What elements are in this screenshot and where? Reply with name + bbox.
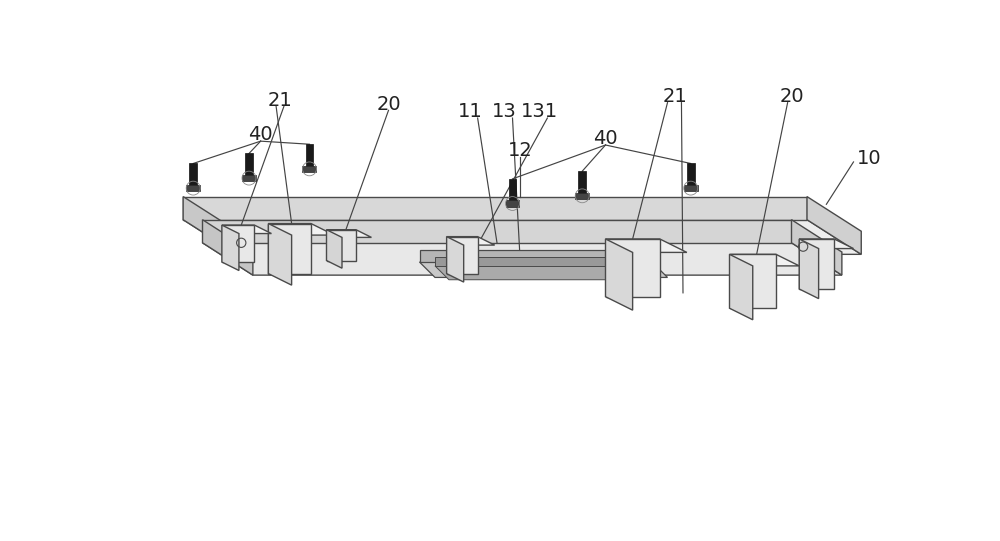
Text: 20: 20 [376,95,401,114]
Text: 131: 131 [521,102,558,121]
Polygon shape [183,220,861,254]
Text: 20: 20 [779,87,804,106]
Polygon shape [183,196,807,220]
Polygon shape [245,154,253,175]
Polygon shape [509,179,516,200]
Polygon shape [189,163,197,185]
Polygon shape [447,236,464,282]
Polygon shape [222,225,254,262]
Polygon shape [326,230,371,237]
Polygon shape [447,236,495,245]
Polygon shape [506,200,519,207]
Text: 10: 10 [857,149,881,168]
Polygon shape [326,230,356,261]
Polygon shape [799,239,834,289]
Polygon shape [435,256,637,266]
Polygon shape [606,239,687,253]
Polygon shape [186,185,200,191]
Polygon shape [306,144,313,166]
Polygon shape [792,220,842,275]
Text: 40: 40 [593,129,618,148]
Polygon shape [222,225,271,234]
Polygon shape [730,254,799,266]
Text: 21: 21 [663,87,688,106]
Text: 13: 13 [492,102,517,121]
Polygon shape [606,239,660,296]
Text: 11: 11 [458,102,482,121]
Polygon shape [302,166,316,172]
Polygon shape [268,223,334,235]
Polygon shape [435,266,650,280]
Polygon shape [606,239,633,310]
Polygon shape [799,239,854,248]
Polygon shape [222,225,239,270]
Polygon shape [799,239,819,299]
Text: 21: 21 [268,91,292,110]
Polygon shape [420,262,668,278]
Polygon shape [183,196,237,254]
Polygon shape [578,171,586,193]
Polygon shape [202,220,792,243]
Polygon shape [730,254,776,308]
Polygon shape [242,175,256,181]
Polygon shape [268,223,292,285]
Polygon shape [326,230,342,268]
Polygon shape [202,220,253,275]
Polygon shape [202,243,842,275]
Polygon shape [268,223,311,274]
Polygon shape [807,196,861,254]
Polygon shape [447,236,478,274]
Polygon shape [420,250,652,262]
Text: 12: 12 [508,141,533,160]
Polygon shape [687,163,695,185]
Polygon shape [575,193,589,199]
Text: 40: 40 [248,126,273,144]
Polygon shape [684,185,698,191]
Polygon shape [730,254,753,320]
